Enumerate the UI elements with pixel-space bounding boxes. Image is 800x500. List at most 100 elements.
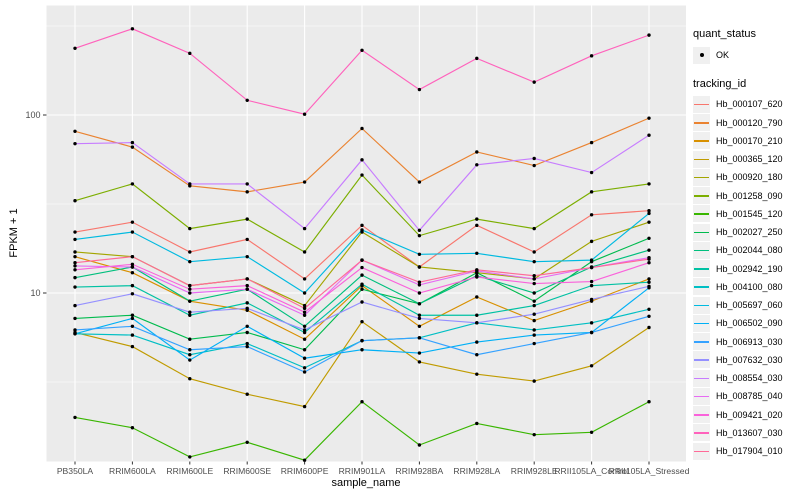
data-point [360, 228, 364, 232]
data-point [302, 303, 307, 308]
data-point [532, 259, 536, 264]
legend-color-line [694, 377, 709, 380]
data-point [245, 287, 249, 291]
data-point [302, 310, 307, 314]
legend-item-tracking: Hb_008785_040 [693, 387, 799, 405]
legend-key-line [693, 333, 710, 351]
data-point [647, 280, 651, 284]
legend-color-line [694, 414, 709, 416]
data-point [130, 262, 135, 266]
legend-item-tracking: Hb_008554_030 [693, 369, 799, 387]
data-point [417, 265, 422, 269]
data-point [245, 344, 249, 349]
data-point [532, 318, 536, 323]
data-point [360, 338, 364, 343]
data-point [73, 275, 77, 280]
data-point [73, 250, 77, 254]
legend-item-tracking: Hb_000120_790 [693, 114, 799, 132]
data-point [73, 264, 77, 268]
legend-item-label: Hb_000170_210 [716, 135, 783, 146]
legend-item-label: Hb_006913_030 [716, 336, 783, 347]
legend-color-line [694, 341, 709, 343]
data-point [589, 430, 594, 434]
legend-item-label: Hb_001545_120 [716, 208, 783, 219]
data-point [245, 341, 249, 346]
data-point [475, 217, 479, 221]
x-tick-label: RRIM901LA [339, 466, 386, 476]
data-point [188, 226, 192, 231]
legend-key-line [693, 132, 710, 150]
legend-item-tracking: Hb_000920_180 [693, 168, 799, 186]
legend-item-tracking: Hb_000365_120 [693, 150, 799, 168]
data-point [647, 208, 651, 213]
data-point [647, 277, 651, 281]
data-point [475, 353, 479, 357]
legend-item-label: Hb_007632_030 [716, 354, 783, 365]
legend-key-line [693, 168, 710, 186]
legend-item-label: Hb_000920_180 [716, 172, 783, 183]
data-point [245, 283, 249, 288]
data-point [245, 301, 249, 305]
data-point [130, 265, 135, 269]
data-point [360, 223, 364, 228]
legend-color-line [694, 176, 709, 179]
data-point [647, 248, 651, 252]
data-point [245, 277, 249, 281]
data-point [417, 324, 422, 329]
legend-key-line [693, 406, 710, 424]
data-point [589, 297, 594, 302]
legend-key-line [693, 278, 710, 296]
data-point [188, 259, 192, 264]
data-point [73, 129, 77, 133]
legend-item-label: Hb_000365_120 [716, 154, 783, 165]
legend-item-label: Hb_013607_030 [716, 427, 783, 438]
data-point [589, 283, 594, 288]
data-point [245, 190, 249, 194]
data-point [130, 292, 135, 296]
data-point [589, 213, 594, 217]
data-point [188, 291, 192, 295]
legend-color-line [694, 450, 709, 453]
data-point [73, 199, 77, 203]
data-point [647, 182, 651, 186]
legend-item-tracking: Hb_002942_190 [693, 260, 799, 278]
data-point [302, 277, 307, 281]
data-point [475, 56, 479, 61]
data-point [130, 271, 135, 275]
data-point [647, 314, 651, 318]
data-point [302, 180, 307, 184]
data-point [302, 328, 307, 332]
legend-color-line [694, 432, 709, 434]
y-axis-title: FPKM + 1 [8, 208, 20, 258]
data-point [647, 236, 651, 240]
data-point [73, 415, 77, 420]
legend-item-label: Hb_002044_080 [716, 245, 783, 256]
data-point [130, 316, 135, 321]
data-point [245, 98, 249, 102]
data-point [532, 379, 536, 383]
data-point [302, 226, 307, 231]
data-point [245, 306, 249, 311]
data-point [417, 351, 422, 355]
legend-key-line [693, 205, 710, 223]
legend-item-label: Hb_004100_080 [716, 281, 783, 292]
data-point [188, 182, 192, 186]
data-point [532, 277, 536, 281]
data-point [647, 307, 651, 311]
x-axis-title: sample_name [331, 477, 401, 489]
data-point [475, 251, 479, 256]
data-point [475, 421, 479, 426]
data-point [302, 330, 307, 335]
data-point [475, 223, 479, 228]
legend-item-tracking: Hb_004100_080 [693, 278, 799, 296]
data-point [302, 366, 307, 370]
data-point [589, 190, 594, 194]
legend-key-line [693, 296, 710, 314]
data-point [589, 265, 594, 270]
data-point [245, 182, 249, 186]
data-point [130, 254, 135, 259]
data-point [589, 279, 594, 284]
data-point [188, 287, 192, 291]
data-point [475, 275, 479, 279]
